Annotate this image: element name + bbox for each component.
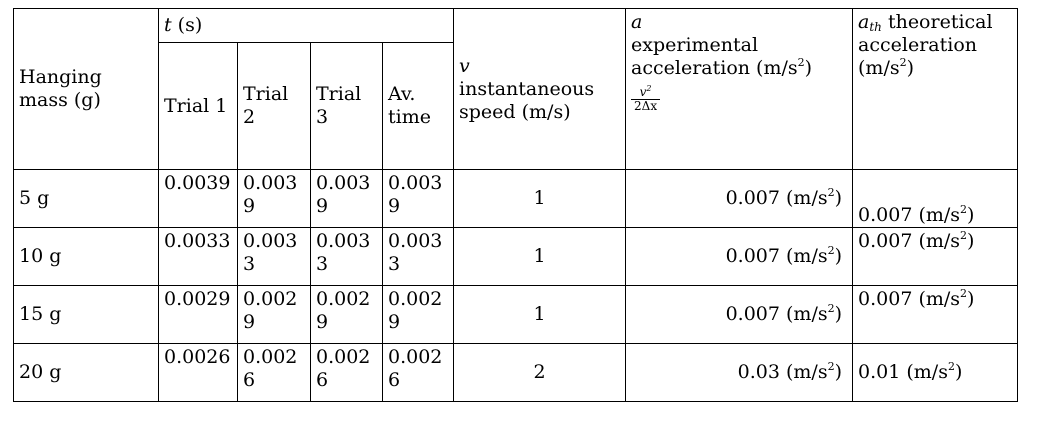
trial1-cell: 0.0029 <box>158 285 238 344</box>
header-trial-1: Trial 1 <box>158 42 238 170</box>
trial3-cell: 0.0029 <box>310 285 383 344</box>
table-row: 5 g 0.0039 0.0039 0.0039 0.0039 1 0.007 … <box>13 169 1019 228</box>
header-theoretical-acceleration: ath theoretical acceleration (m/s2) <box>852 8 1019 170</box>
table-row: 20 g 0.0026 0.0026 0.0026 0.0026 2 0.03 … <box>13 343 1019 402</box>
theoretical-acceleration-cell: 0.007 (m/s2) <box>852 285 1019 344</box>
speed-cell: 1 <box>453 227 627 286</box>
theoretical-acceleration-cell: 0.007 (m/s2) <box>852 227 1019 286</box>
header-hanging-mass: Hanging mass (g) <box>13 8 159 170</box>
experimental-acceleration-cell: 0.007 (m/s2) <box>625 227 854 286</box>
mass-cell: 10 g <box>13 227 159 286</box>
header-time: t (s) <box>157 8 455 43</box>
header-trial-3: Trial 3 <box>310 42 383 170</box>
avg-time-cell: 0.0039 <box>381 169 455 228</box>
trial1-cell: 0.0033 <box>158 227 238 286</box>
experimental-acceleration-cell: 0.007 (m/s2) <box>625 169 854 228</box>
avg-time-cell: 0.0033 <box>381 227 455 286</box>
speed-cell: 1 <box>453 285 627 344</box>
trial2-cell: 0.0026 <box>237 343 311 402</box>
table-row: 15 g 0.0029 0.0029 0.0029 0.0029 1 0.007… <box>13 285 1019 344</box>
trial3-cell: 0.0039 <box>310 169 383 228</box>
header-experimental-acceleration: a experimental acceleration (m/s2) v2 2Δ… <box>625 8 854 170</box>
trial1-cell: 0.0026 <box>158 343 238 402</box>
table-row: 10 g 0.0033 0.0033 0.0033 0.0033 1 0.007… <box>13 227 1019 286</box>
mass-cell: 15 g <box>13 285 159 344</box>
mass-cell: 5 g <box>13 169 159 228</box>
trial3-cell: 0.0033 <box>310 227 383 286</box>
theoretical-acceleration-cell: 0.007 (m/s2) <box>852 169 1019 228</box>
trial2-cell: 0.0029 <box>237 285 311 344</box>
experimental-acceleration-cell: 0.03 (m/s2) <box>625 343 854 402</box>
trial1-cell: 0.0039 <box>158 169 238 228</box>
speed-cell: 2 <box>453 343 627 402</box>
trial2-cell: 0.0039 <box>237 169 311 228</box>
avg-time-cell: 0.0029 <box>381 285 455 344</box>
header-trial-2: Trial 2 <box>237 42 311 170</box>
acceleration-formula: v2 2Δx <box>631 85 661 113</box>
speed-cell: 1 <box>453 169 627 228</box>
trial2-cell: 0.0033 <box>237 227 311 286</box>
header-speed: v instantaneous speed (m/s) <box>453 8 627 170</box>
theoretical-acceleration-cell: 0.01 (m/s2) <box>852 343 1019 402</box>
experimental-acceleration-cell: 0.007 (m/s2) <box>625 285 854 344</box>
trial3-cell: 0.0026 <box>310 343 383 402</box>
data-table: Hanging mass (g) t (s) v instantaneous sp… <box>13 8 1019 402</box>
mass-cell: 20 g <box>13 343 159 402</box>
avg-time-cell: 0.0026 <box>381 343 455 402</box>
header-average-time: Av. time <box>381 42 455 170</box>
